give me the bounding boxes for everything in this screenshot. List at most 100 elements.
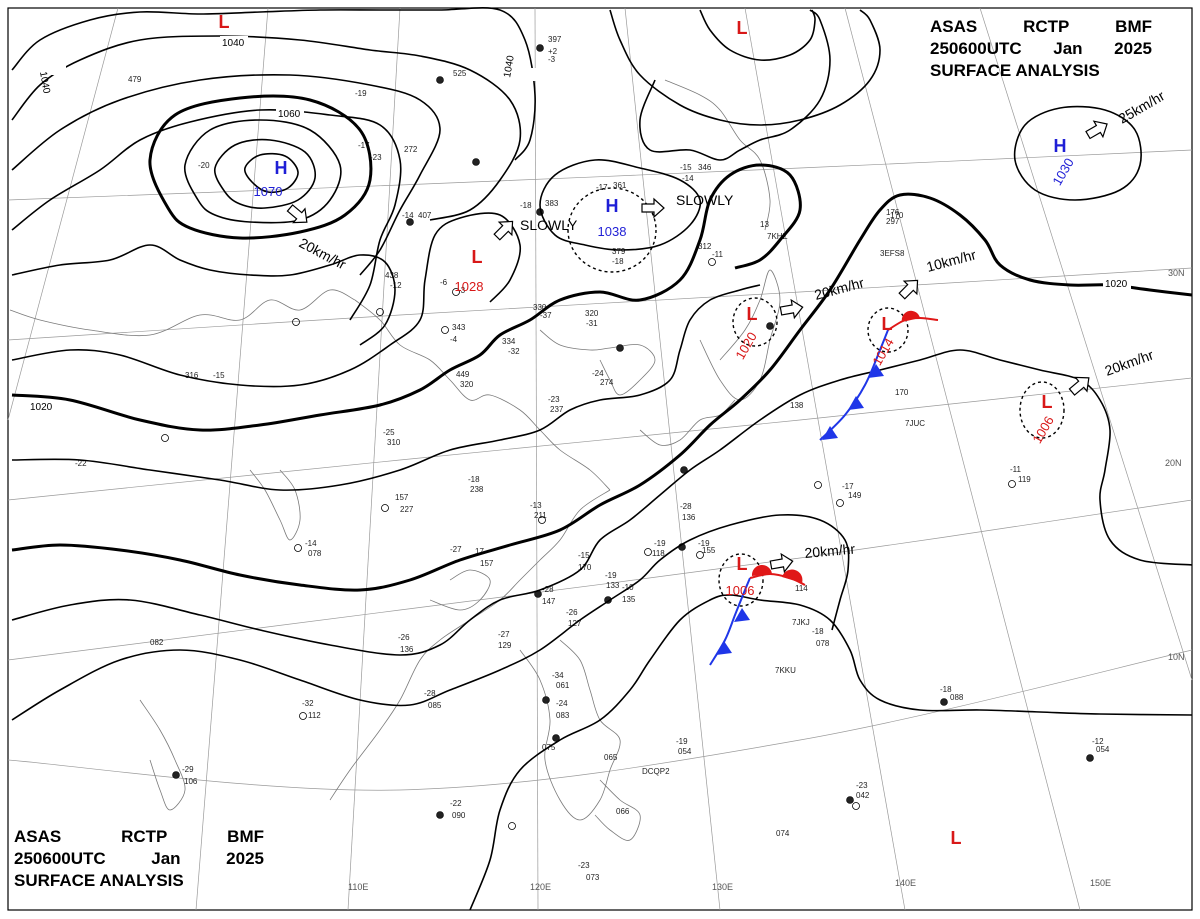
station-value: -37	[540, 311, 552, 320]
header-code: BMF	[227, 827, 264, 846]
station-value: 334	[502, 337, 516, 346]
coastline	[9, 289, 356, 337]
header-line-3: SURFACE ANALYSIS	[930, 60, 1152, 82]
isobar	[11, 244, 396, 346]
station-value: 119	[1018, 475, 1031, 484]
station-value: 7JUC	[905, 419, 925, 428]
longitude-label: 150E	[1090, 878, 1111, 888]
map-frame	[7, 7, 1193, 911]
header-time: 250600UTC	[14, 849, 106, 868]
station-value: -20	[198, 161, 210, 170]
isobar	[11, 108, 402, 321]
header-line-3: SURFACE ANALYSIS	[14, 870, 264, 892]
station-value: 320	[585, 309, 599, 318]
station-value: -31	[586, 319, 598, 328]
isobar	[11, 7, 536, 161]
station-value: -18	[468, 475, 480, 484]
coastline	[139, 699, 186, 811]
station-symbol	[406, 218, 414, 226]
station-value: -12	[1092, 737, 1104, 746]
pressure-center-letter: H	[275, 158, 288, 178]
station-value: -18	[520, 201, 532, 210]
station-symbol	[696, 551, 704, 559]
station-value: -25	[383, 428, 395, 437]
station-value: 088	[950, 693, 964, 702]
header-top-right: ASAS RCTP BMF 250600UTC Jan 2025 SURFACE…	[930, 16, 1152, 82]
pressure-center-letter: L	[219, 12, 230, 32]
motion-arrow-shape	[779, 298, 804, 320]
station-value: 316	[185, 371, 199, 380]
station-value: -23	[578, 861, 590, 870]
isobar	[11, 35, 522, 221]
motion-arrow-shape	[1085, 120, 1108, 140]
isobar	[639, 9, 831, 161]
warm-front-semicircle	[751, 564, 772, 576]
station-value: -23	[370, 153, 382, 162]
station-value: -18	[940, 685, 952, 694]
motion-arrow-shape	[769, 552, 794, 574]
station-value: -19	[698, 539, 710, 548]
header-year: 2025	[226, 849, 264, 868]
coastline	[594, 779, 641, 841]
station-value: -15	[578, 551, 590, 560]
pressure-center-letter: L	[882, 314, 893, 334]
station-value: -32	[508, 347, 520, 356]
station-value: -6	[440, 278, 448, 287]
station-value: 176	[886, 208, 900, 217]
station-symbol	[852, 802, 860, 810]
pressure-center-letter: L	[1042, 392, 1053, 412]
motion-arrow-shape	[286, 204, 308, 224]
pressure-center-letter: L	[472, 247, 483, 267]
header-line-1: ASAS RCTP BMF	[930, 16, 1152, 38]
station-value: +2	[548, 47, 558, 56]
station-value: 136	[400, 645, 414, 654]
station-value: 066	[616, 807, 630, 816]
station-value: -19	[605, 571, 617, 580]
station-value: -3	[458, 286, 466, 295]
meridian-line	[195, 7, 269, 911]
longitude-label: 140E	[895, 878, 916, 888]
isobar-value: 1020	[1105, 279, 1128, 290]
station-symbol	[161, 434, 169, 442]
station-value: 157	[395, 493, 409, 502]
isobar	[539, 159, 702, 251]
station-symbol	[436, 76, 444, 84]
station-symbol	[381, 504, 389, 512]
isobar	[11, 212, 522, 388]
motion-arrow	[1068, 376, 1090, 396]
station-value: 525	[453, 69, 467, 78]
station-value: 090	[452, 811, 466, 820]
station-value: -14	[305, 539, 317, 548]
station-value: -14	[682, 174, 694, 183]
station-value: 078	[308, 549, 322, 558]
station-value: -12	[390, 281, 402, 290]
station-value: 054	[1096, 745, 1110, 754]
station-value: 343	[452, 323, 466, 332]
motion-label: 20km/hr	[804, 541, 856, 561]
station-symbol	[616, 344, 624, 352]
station-value: -29	[182, 765, 194, 774]
warm-front-semicircle	[901, 310, 920, 322]
station-value: 7KKU	[775, 666, 796, 675]
isobar-label: 1060	[276, 107, 304, 120]
station-value: 479	[128, 75, 142, 84]
station-value: 065	[604, 753, 618, 762]
station-value: -34	[552, 671, 564, 680]
isobar-label: 1020	[1103, 277, 1131, 290]
station-value: 149	[848, 491, 862, 500]
motion-label: SLOWLY	[520, 217, 578, 233]
station-value: 118	[652, 549, 665, 558]
station-value: 157	[480, 559, 494, 568]
text-labels: 1040 1040 1060 1040 1020 1020	[28, 36, 1131, 413]
station-value: 17	[475, 547, 484, 556]
longitude-label: 110E	[348, 882, 368, 892]
station-value: 170	[578, 563, 592, 572]
station-value: 3EFS8	[880, 249, 905, 258]
header-line-2: 250600UTC Jan 2025	[14, 848, 264, 870]
station-symbol	[766, 322, 774, 330]
station-symbol	[1008, 480, 1016, 488]
station-symbol	[294, 544, 302, 552]
cold-front-triangle	[822, 426, 838, 440]
isobar-label-bg	[220, 36, 248, 49]
